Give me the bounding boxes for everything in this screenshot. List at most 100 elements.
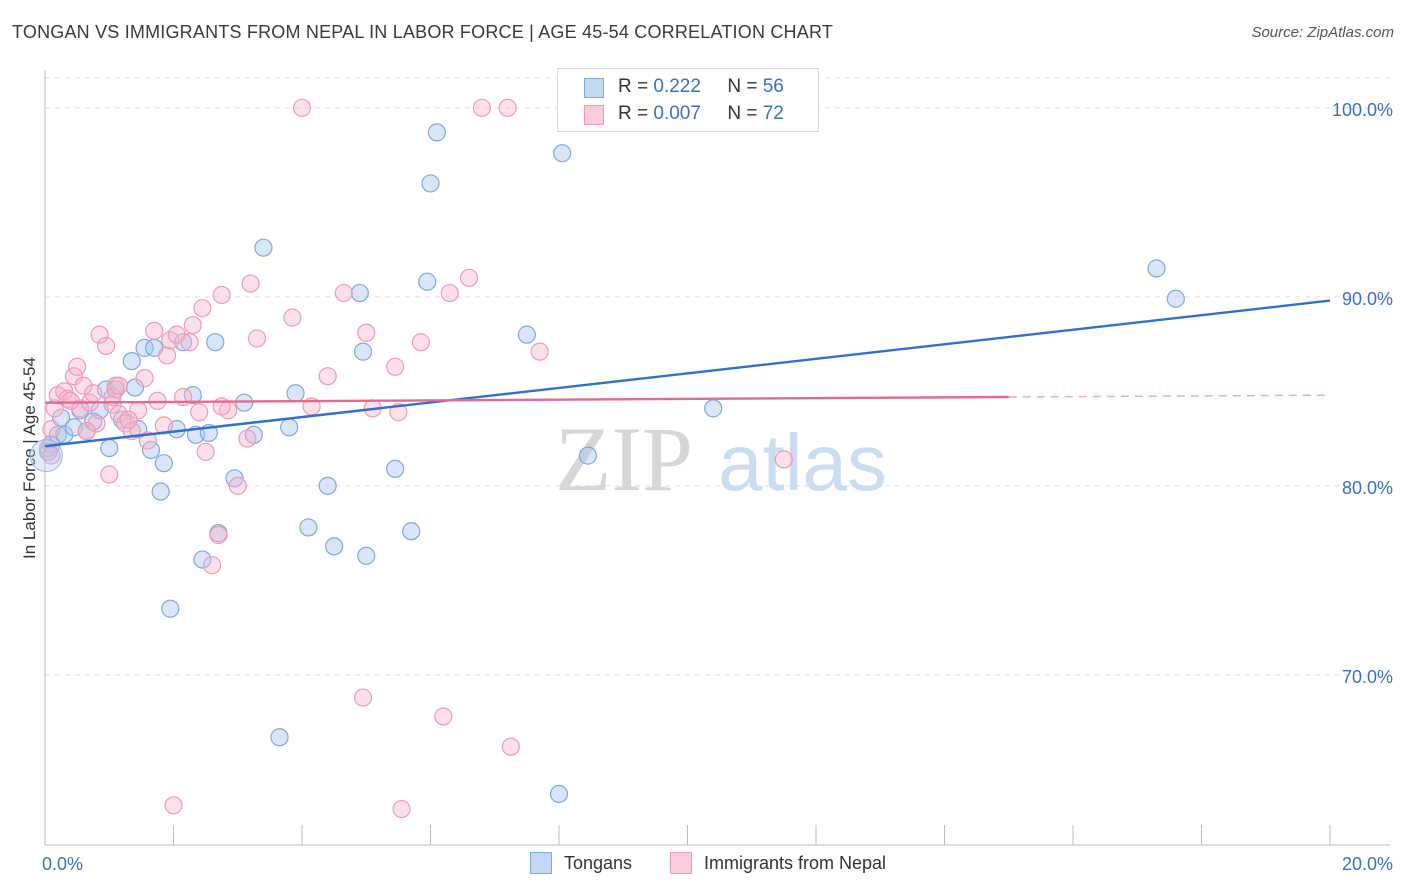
nepal-point (190, 403, 209, 422)
nepal-point (180, 333, 199, 352)
nepal-point (241, 274, 260, 293)
nepal-legend-swatch-icon (670, 852, 692, 874)
tongans-point (704, 399, 723, 418)
nepal-point (90, 325, 109, 344)
legend-item-nepal: Immigrants from Nepal (670, 852, 886, 874)
legend-r-label: R = (618, 76, 649, 97)
legend-n-label: N = (727, 103, 758, 124)
nepal-point (434, 707, 453, 726)
nepal-point (411, 333, 430, 352)
nepal-point (164, 796, 183, 815)
legend-r-value-tongans: 0.222 (653, 76, 701, 97)
nepal-swatch-icon (584, 105, 604, 125)
tongans-point (578, 446, 598, 465)
tongans-point (151, 482, 170, 501)
nepal-point (196, 442, 215, 461)
tongans-point (517, 325, 536, 344)
nepal-point (209, 525, 228, 545)
tongans-point (421, 174, 440, 193)
nepal-trend-extension (1008, 394, 1331, 398)
nepal-point (193, 299, 212, 318)
legend-r-value-nepal: 0.007 (653, 103, 701, 124)
nepal-point (353, 688, 373, 707)
y-tick-label: 90.0% (1342, 289, 1393, 309)
series-legend: Tongans Immigrants from Nepal (0, 852, 1406, 876)
chart-source: Source: ZipAtlas.com (1251, 24, 1394, 41)
nepal-point (74, 376, 93, 395)
nepal-point (138, 431, 157, 450)
y-tick-label: 80.0% (1342, 478, 1393, 498)
tongans-point (1147, 259, 1166, 278)
nepal-point (292, 98, 312, 117)
nepal-point (77, 421, 96, 441)
tongans-point (161, 599, 180, 618)
tongans-point (154, 454, 173, 473)
legend-row-tongans: R = 0.222 N = 56 (584, 74, 784, 100)
tongans-point (318, 476, 337, 495)
nepal-point (334, 283, 353, 303)
nepal-point (212, 285, 231, 305)
legend-n-label: N = (727, 76, 758, 97)
tongans-swatch-icon (584, 78, 604, 98)
tongans-point (122, 351, 141, 371)
tongans-cluster-point (29, 439, 63, 473)
stats-legend: R = 0.222 N = 56 R = 0.007 N = 72 (557, 68, 819, 132)
tongans-point (280, 418, 299, 437)
tongans-point (254, 238, 273, 257)
nepal-point (109, 404, 128, 424)
nepal-point (145, 321, 164, 340)
legend-row-nepal: R = 0.007 N = 72 (584, 101, 784, 127)
nepal-point (202, 556, 222, 575)
nepal-point (774, 450, 793, 469)
y-tick-label: 100.0% (1332, 100, 1393, 120)
legend-r-label: R = (618, 103, 649, 124)
tongans-point (386, 459, 405, 478)
nepal-point (100, 465, 119, 484)
nepal-point (386, 357, 405, 376)
nepal-point (247, 329, 267, 348)
tongans-point (553, 144, 572, 163)
legend-item-tongans: Tongans (530, 852, 632, 874)
tongans-point (206, 333, 225, 352)
chart-title: TONGAN VS IMMIGRANTS FROM NEPAL IN LABOR… (12, 22, 834, 42)
nepal-point (357, 323, 376, 342)
legend-label-tongans: Tongans (564, 852, 633, 873)
nepal-point (238, 429, 257, 448)
nepal-point (283, 308, 302, 327)
nepal-point (119, 410, 138, 429)
tongans-point (402, 522, 421, 541)
nepal-point (440, 283, 459, 303)
nepal-point (87, 414, 106, 433)
nepal-point (71, 399, 90, 418)
tongans-point (357, 546, 376, 565)
nepal-point (135, 369, 154, 388)
nepal-point (472, 98, 491, 117)
nepal-point (459, 268, 479, 288)
tongans-point (135, 338, 154, 357)
nepal-point (389, 403, 408, 422)
y-tick-label: 70.0% (1342, 667, 1393, 687)
legend-n-value-nepal: 72 (762, 103, 784, 124)
tongans-point (350, 283, 369, 303)
legend-label-nepal: Immigrants from Nepal (704, 852, 887, 873)
tongans-point (100, 438, 119, 458)
tongans-point (353, 342, 373, 361)
nepal-point (318, 367, 337, 386)
tongans-point (1166, 289, 1185, 308)
nepal-point (61, 391, 80, 410)
legend-n-value-tongans: 56 (762, 76, 784, 97)
nepal-trend-line (44, 395, 1009, 404)
tongans-point (84, 412, 103, 431)
nepal-point (42, 420, 61, 439)
tongans-trend-line (44, 299, 1331, 448)
tongans-point (418, 272, 437, 291)
tongans-legend-swatch-icon (530, 852, 552, 874)
nepal-point (392, 799, 411, 819)
tongans-point (549, 784, 569, 804)
nepal-point (103, 395, 122, 414)
nepal-point (84, 384, 103, 403)
nepal-point (157, 346, 177, 365)
nepal-point (530, 342, 549, 361)
